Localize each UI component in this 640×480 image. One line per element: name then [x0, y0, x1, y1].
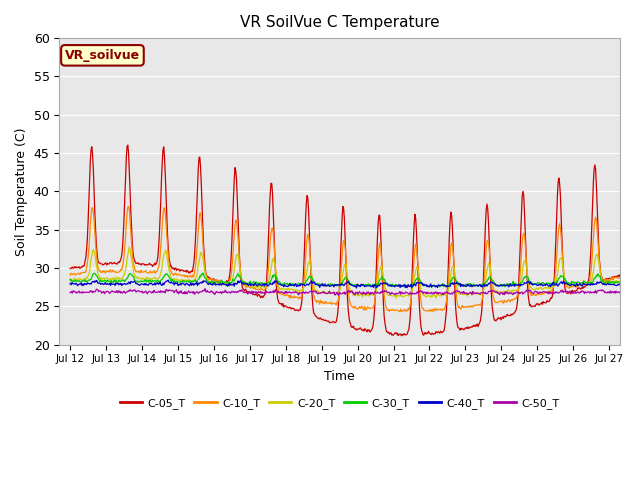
C-50_T: [269, 288, 276, 294]
C-30_T: [66, 277, 74, 283]
Line: C-05_T: C-05_T: [70, 145, 640, 336]
Y-axis label: Soil Temperature (C): Soil Temperature (C): [15, 127, 28, 256]
C-30_T: [134, 278, 141, 284]
Line: C-20_T: C-20_T: [70, 247, 640, 298]
C-10_T: [291, 293, 298, 299]
C-30_T: [240, 279, 248, 285]
C-40_T: [134, 281, 141, 287]
C-40_T: [419, 281, 426, 287]
Title: VR SoilVue C Temperature: VR SoilVue C Temperature: [240, 15, 440, 30]
Text: VR_soilvue: VR_soilvue: [65, 49, 140, 62]
C-30_T: [291, 282, 298, 288]
C-50_T: [240, 290, 248, 296]
C-20_T: [269, 256, 276, 262]
C-20_T: [134, 275, 142, 280]
C-50_T: [201, 286, 209, 291]
C-05_T: [291, 306, 298, 312]
C-05_T: [397, 333, 405, 339]
C-20_T: [392, 295, 400, 301]
C-05_T: [240, 287, 248, 293]
C-20_T: [66, 276, 74, 282]
C-05_T: [124, 142, 132, 148]
C-50_T: [335, 292, 342, 298]
C-10_T: [125, 204, 132, 209]
C-50_T: [451, 290, 458, 296]
C-50_T: [291, 290, 298, 296]
X-axis label: Time: Time: [324, 370, 355, 383]
C-40_T: [66, 281, 74, 287]
Line: C-30_T: C-30_T: [70, 273, 640, 288]
C-10_T: [451, 273, 458, 278]
C-30_T: [451, 275, 458, 281]
Line: C-40_T: C-40_T: [70, 280, 640, 288]
C-30_T: [396, 285, 404, 290]
C-20_T: [291, 287, 298, 292]
C-50_T: [66, 290, 74, 296]
C-20_T: [419, 290, 426, 296]
Line: C-10_T: C-10_T: [70, 206, 640, 312]
C-10_T: [396, 309, 404, 314]
C-05_T: [419, 330, 426, 336]
C-30_T: [269, 273, 276, 278]
C-40_T: [164, 277, 172, 283]
C-05_T: [134, 260, 142, 266]
C-05_T: [269, 191, 276, 196]
C-40_T: [240, 280, 248, 286]
C-05_T: [451, 287, 458, 292]
C-50_T: [419, 289, 426, 295]
C-20_T: [451, 270, 458, 276]
C-10_T: [134, 268, 142, 274]
C-10_T: [240, 282, 248, 288]
C-10_T: [269, 225, 276, 231]
C-10_T: [419, 305, 426, 311]
C-30_T: [199, 270, 207, 276]
C-50_T: [134, 288, 141, 294]
C-40_T: [269, 281, 276, 287]
C-20_T: [240, 281, 248, 287]
C-40_T: [353, 285, 360, 291]
C-20_T: [125, 244, 133, 250]
C-40_T: [291, 283, 298, 289]
C-30_T: [419, 282, 426, 288]
C-40_T: [451, 281, 458, 287]
Line: C-50_T: C-50_T: [70, 288, 640, 295]
C-05_T: [66, 265, 74, 271]
Legend: C-05_T, C-10_T, C-20_T, C-30_T, C-40_T, C-50_T: C-05_T, C-10_T, C-20_T, C-30_T, C-40_T, …: [115, 393, 564, 413]
C-10_T: [66, 272, 74, 278]
